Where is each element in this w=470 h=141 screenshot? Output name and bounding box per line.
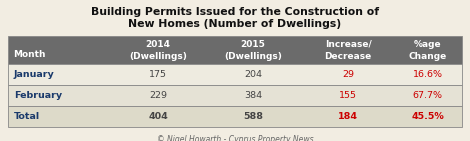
Text: January: January: [14, 70, 55, 79]
Text: 204: 204: [244, 70, 262, 79]
Text: New Homes (Number of Dwellings): New Homes (Number of Dwellings): [128, 19, 342, 29]
Text: Decrease: Decrease: [324, 52, 372, 61]
Text: (Dwellings): (Dwellings): [129, 52, 187, 61]
Text: (Dwellings): (Dwellings): [224, 52, 282, 61]
Text: Month: Month: [13, 50, 46, 59]
Text: 16.6%: 16.6%: [413, 70, 442, 79]
Text: %age: %age: [414, 40, 441, 49]
Text: Building Permits Issued for the Construction of: Building Permits Issued for the Construc…: [91, 7, 379, 17]
Text: 384: 384: [244, 91, 262, 100]
Bar: [8, 64, 462, 85]
Bar: [8, 36, 462, 64]
Text: 29: 29: [342, 70, 354, 79]
Text: 404: 404: [148, 112, 168, 121]
Text: Increase/: Increase/: [325, 40, 371, 49]
Text: 588: 588: [243, 112, 263, 121]
Text: 45.5%: 45.5%: [411, 112, 444, 121]
Text: Total: Total: [14, 112, 40, 121]
Text: February: February: [14, 91, 62, 100]
Text: Change: Change: [408, 52, 446, 61]
Bar: [8, 106, 462, 127]
Text: 2014: 2014: [146, 40, 171, 49]
Text: 2015: 2015: [241, 40, 266, 49]
Text: 67.7%: 67.7%: [413, 91, 442, 100]
Text: 175: 175: [149, 70, 167, 79]
Text: © Nigel Howarth - Cyprus Property News: © Nigel Howarth - Cyprus Property News: [157, 135, 313, 141]
Text: 184: 184: [338, 112, 358, 121]
Text: 229: 229: [149, 91, 167, 100]
Bar: [8, 85, 462, 106]
Text: 155: 155: [339, 91, 357, 100]
